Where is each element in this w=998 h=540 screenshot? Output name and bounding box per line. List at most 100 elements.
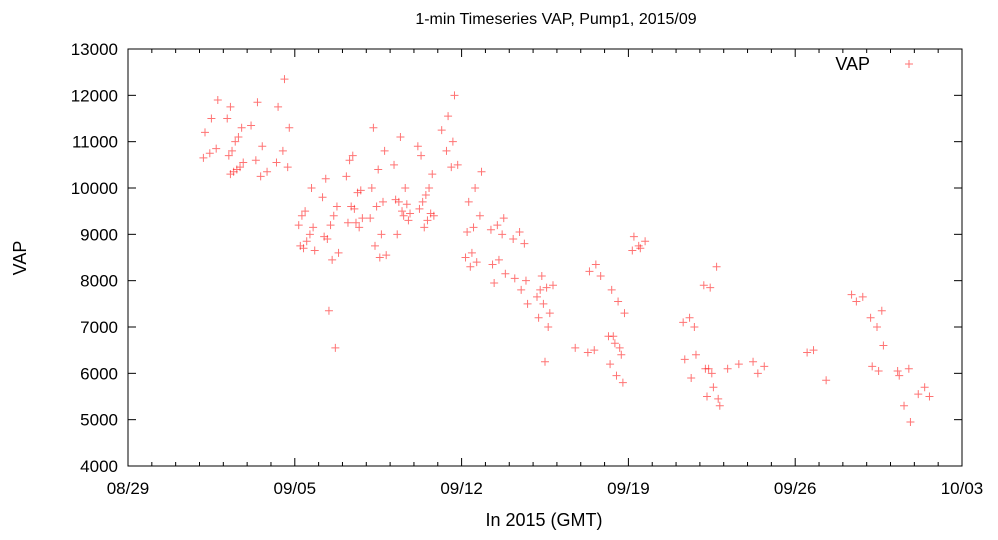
chart-title: 1-min Timeseries VAP, Pump1, 2015/09 [415,11,696,28]
data-point [417,151,426,160]
data-point [402,200,411,209]
data-point [591,260,600,269]
data-point [523,299,532,308]
x-axis-label: In 2015 (GMT) [485,510,602,530]
data-point [679,318,688,327]
data-point [753,369,762,378]
data-point [893,367,902,376]
data-point [517,285,526,294]
data-point [641,237,650,246]
data-point [596,272,605,281]
data-point [499,214,508,223]
data-point [873,323,881,331]
data-point [488,260,497,269]
data-point [229,167,238,176]
data-point [421,190,430,199]
data-point [213,95,222,104]
data-point [490,278,499,287]
data-point [334,248,343,257]
data-point [205,149,214,158]
data-point [366,214,375,223]
data-point [510,274,519,283]
data-point [612,371,621,380]
data-point [226,102,235,111]
data-point [272,158,281,167]
data-point [685,313,694,322]
data-point [404,216,413,225]
data-point [544,323,553,331]
data-point [545,309,554,318]
data-point [469,223,478,232]
data-point [231,137,240,146]
data-point [494,255,503,264]
y-tick-label: 13000 [71,40,118,59]
data-point [263,167,272,176]
data-point [367,184,376,192]
data-point [906,417,915,426]
data-point [442,146,451,155]
data-point [463,228,472,237]
data-point [379,197,387,206]
data-point [858,292,867,301]
data-point [201,128,209,137]
data-point [324,306,333,315]
data-point [486,225,495,234]
data-point [320,232,329,241]
data-point [223,114,232,123]
data-point [355,223,364,232]
data-point [425,184,434,192]
data-point [493,221,502,230]
data-point [207,114,216,123]
x-tick-label: 09/26 [774,479,817,498]
data-point [296,241,305,250]
y-tick-label: 8000 [80,272,118,291]
data-point [234,133,243,142]
data-point [585,267,594,276]
data-point [401,184,410,192]
data-point [636,244,645,253]
data-point [348,151,357,160]
data-point [297,211,306,220]
data-point [418,197,427,206]
data-point [375,253,384,262]
data-point [309,223,318,232]
data-point [466,262,475,271]
data-point [420,223,429,232]
data-point [475,211,484,220]
data-point [342,172,351,181]
data-point [620,309,629,318]
y-tick-label: 11000 [72,133,118,152]
y-tick-label: 10000 [71,179,118,198]
x-tick-label: 10/03 [941,479,984,498]
data-point [351,218,360,227]
data-point [236,163,245,172]
data-point [393,230,402,239]
data-point [258,142,267,151]
data-point [607,285,616,294]
data-point [471,184,480,192]
data-point [448,137,457,146]
data-point [228,146,237,155]
data-point [920,383,929,392]
x-tick-label: 09/19 [607,479,650,498]
data-point [326,221,335,230]
data-point [687,373,696,382]
data-point [822,376,831,385]
data-point [371,241,379,250]
data-point [521,276,530,285]
data-point [723,364,732,373]
data-point [706,283,715,292]
data-point [583,348,592,357]
data-point [590,346,599,355]
data-point [437,126,446,135]
data-point [328,255,337,264]
data-point [714,394,723,403]
data-point [699,281,708,290]
data-point [372,202,381,211]
data-point [343,218,352,227]
data-point [707,369,716,378]
data-point [256,172,265,181]
data-point [749,357,758,366]
data-point [703,392,711,401]
data-point [321,174,330,183]
